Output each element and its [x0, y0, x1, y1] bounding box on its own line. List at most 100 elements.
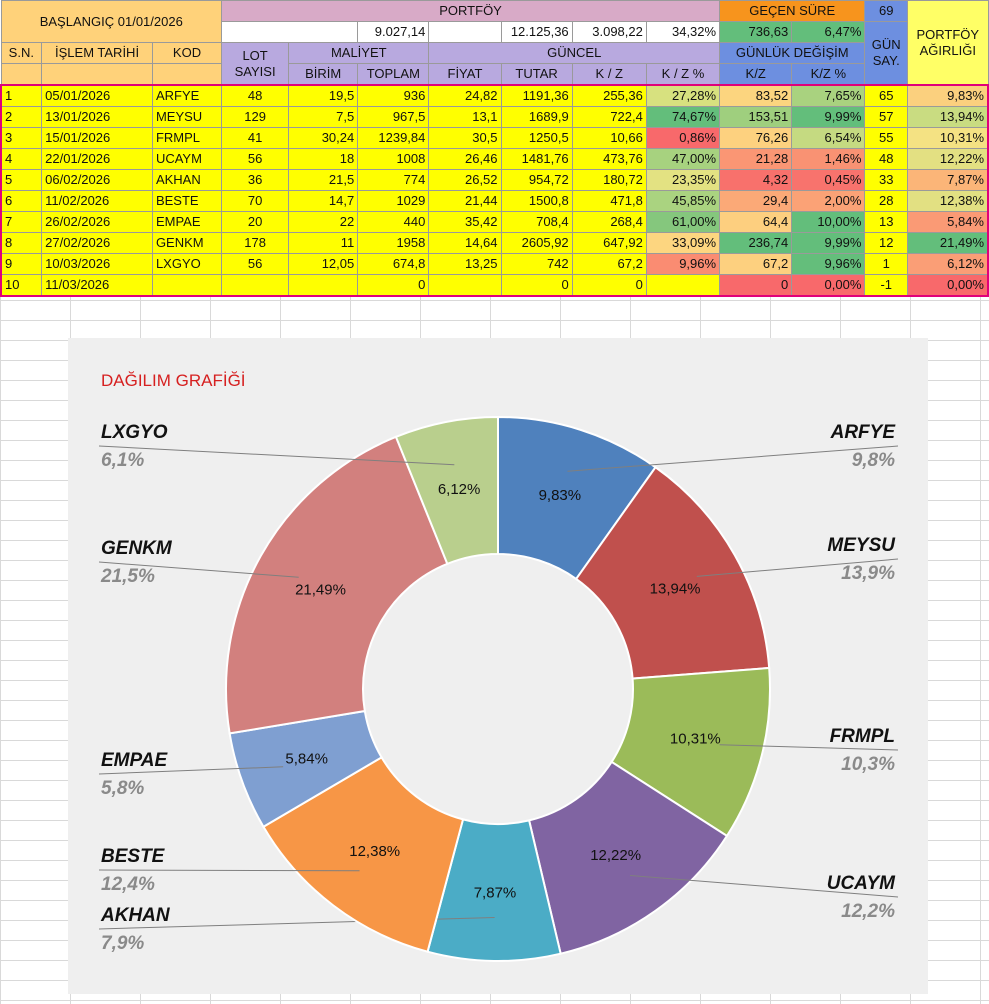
row-kz-pct[interactable]: 45,85%: [645, 190, 721, 212]
row-kz-pct[interactable]: 33,09%: [645, 232, 721, 254]
row-sn[interactable]: 3: [0, 127, 43, 149]
row-total[interactable]: 674,8: [357, 253, 430, 275]
row-amount[interactable]: 0: [500, 274, 573, 297]
row-weight[interactable]: 12,38%: [907, 190, 989, 212]
row-code[interactable]: EMPAE: [151, 211, 223, 233]
row-lot[interactable]: [221, 274, 290, 297]
row-sn[interactable]: 5: [0, 169, 43, 191]
row-amount[interactable]: 1500,8: [500, 190, 573, 212]
row-total[interactable]: 0: [357, 274, 430, 297]
row-price[interactable]: [428, 274, 502, 297]
row-daily-kz[interactable]: 153,51: [719, 106, 793, 128]
row-unit[interactable]: 12,05: [288, 253, 359, 275]
row-kz[interactable]: 67,2: [571, 253, 647, 275]
row-daily-pct[interactable]: 10,00%: [791, 211, 866, 233]
row-weight[interactable]: 6,12%: [907, 253, 989, 275]
row-daily-pct[interactable]: 0,00%: [791, 274, 866, 297]
row-lot[interactable]: 70: [221, 190, 290, 212]
row-total[interactable]: 440: [357, 211, 430, 233]
donut-slice-lxgyo[interactable]: [394, 415, 499, 566]
row-sn[interactable]: 7: [0, 211, 43, 233]
row-total[interactable]: 1239,84: [357, 127, 430, 149]
row-sn[interactable]: 9: [0, 253, 43, 275]
row-daily-kz[interactable]: 0: [719, 274, 793, 297]
donut-slice-genkm[interactable]: [225, 435, 449, 735]
row-kz[interactable]: 180,72: [571, 169, 647, 191]
row-kz-pct[interactable]: [645, 274, 721, 297]
row-unit[interactable]: 14,7: [288, 190, 359, 212]
row-unit[interactable]: 11: [288, 232, 359, 254]
row-unit[interactable]: 7,5: [288, 106, 359, 128]
row-lot[interactable]: 20: [221, 211, 290, 233]
row-kz[interactable]: 473,76: [571, 148, 647, 170]
row-weight[interactable]: 0,00%: [907, 274, 989, 297]
row-amount[interactable]: 1250,5: [500, 127, 573, 149]
row-code[interactable]: AKHAN: [151, 169, 223, 191]
row-lot[interactable]: 56: [221, 253, 290, 275]
row-amount[interactable]: 708,4: [500, 211, 573, 233]
row-lot[interactable]: 48: [221, 84, 290, 107]
row-price[interactable]: 35,42: [428, 211, 502, 233]
row-code[interactable]: FRMPL: [151, 127, 223, 149]
row-price[interactable]: 24,82: [428, 84, 502, 107]
row-unit[interactable]: [288, 274, 359, 297]
row-days[interactable]: 28: [864, 190, 909, 212]
row-code[interactable]: LXGYO: [151, 253, 223, 275]
row-code[interactable]: GENKM: [151, 232, 223, 254]
donut-slice-ucaym[interactable]: [527, 760, 729, 955]
row-price[interactable]: 21,44: [428, 190, 502, 212]
row-price[interactable]: 14,64: [428, 232, 502, 254]
row-lot[interactable]: 56: [221, 148, 290, 170]
row-daily-pct[interactable]: 9,96%: [791, 253, 866, 275]
row-weight[interactable]: 7,87%: [907, 169, 989, 191]
row-price[interactable]: 13,1: [428, 106, 502, 128]
row-unit[interactable]: 19,5: [288, 84, 359, 107]
row-kz[interactable]: 722,4: [571, 106, 647, 128]
row-price[interactable]: 26,46: [428, 148, 502, 170]
row-sn[interactable]: 8: [0, 232, 43, 254]
row-code[interactable]: [151, 274, 223, 297]
row-amount[interactable]: 742: [500, 253, 573, 275]
row-total[interactable]: 967,5: [357, 106, 430, 128]
row-days[interactable]: 12: [864, 232, 909, 254]
row-date[interactable]: 11/03/2026: [41, 274, 153, 297]
row-daily-pct[interactable]: 9,99%: [791, 232, 866, 254]
donut-slice-meysu[interactable]: [574, 465, 771, 680]
row-code[interactable]: MEYSU: [151, 106, 223, 128]
row-kz-pct[interactable]: 9,96%: [645, 253, 721, 275]
row-lot[interactable]: 36: [221, 169, 290, 191]
row-unit[interactable]: 18: [288, 148, 359, 170]
row-kz-pct[interactable]: 74,67%: [645, 106, 721, 128]
row-price[interactable]: 30,5: [428, 127, 502, 149]
row-daily-kz[interactable]: 4,32: [719, 169, 793, 191]
row-code[interactable]: ARFYE: [151, 84, 223, 107]
row-kz[interactable]: 268,4: [571, 211, 647, 233]
row-weight[interactable]: 10,31%: [907, 127, 989, 149]
row-date[interactable]: 13/01/2026: [41, 106, 153, 128]
row-kz[interactable]: 471,8: [571, 190, 647, 212]
row-date[interactable]: 22/01/2026: [41, 148, 153, 170]
row-daily-pct[interactable]: 9,99%: [791, 106, 866, 128]
row-daily-pct[interactable]: 1,46%: [791, 148, 866, 170]
row-sn[interactable]: 2: [0, 106, 43, 128]
row-days[interactable]: 48: [864, 148, 909, 170]
row-price[interactable]: 13,25: [428, 253, 502, 275]
row-kz[interactable]: 0: [571, 274, 647, 297]
row-date[interactable]: 10/03/2026: [41, 253, 153, 275]
row-unit[interactable]: 22: [288, 211, 359, 233]
row-lot[interactable]: 129: [221, 106, 290, 128]
row-daily-kz[interactable]: 67,2: [719, 253, 793, 275]
row-kz-pct[interactable]: 23,35%: [645, 169, 721, 191]
row-daily-pct[interactable]: 7,65%: [791, 84, 866, 107]
row-days[interactable]: -1: [864, 274, 909, 297]
row-price[interactable]: 26,52: [428, 169, 502, 191]
row-lot[interactable]: 41: [221, 127, 290, 149]
row-days[interactable]: 1: [864, 253, 909, 275]
row-sn[interactable]: 10: [0, 274, 43, 297]
row-kz-pct[interactable]: 0,86%: [645, 127, 721, 149]
donut-slice-beste[interactable]: [262, 755, 465, 953]
row-lot[interactable]: 178: [221, 232, 290, 254]
row-weight[interactable]: 21,49%: [907, 232, 989, 254]
row-date[interactable]: 11/02/2026: [41, 190, 153, 212]
row-weight[interactable]: 9,83%: [907, 84, 989, 107]
